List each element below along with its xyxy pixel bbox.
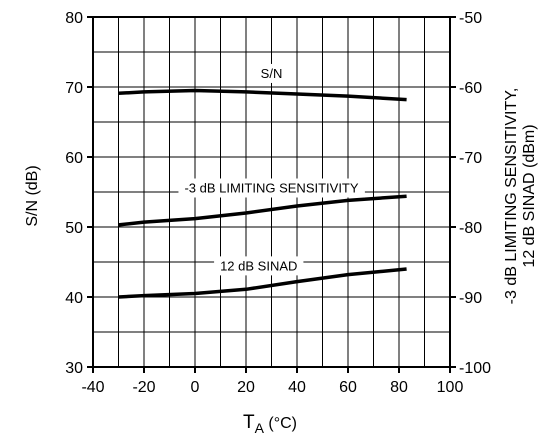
y-right-tick-label: -70: [459, 150, 482, 167]
y-left-tick-label: 80: [65, 10, 83, 27]
y-axis-label-left: S/N (dB): [24, 165, 41, 226]
x-tick-label: 20: [237, 379, 255, 396]
curve-label: 12 dB SINAD: [220, 258, 297, 273]
series-line: [118, 267, 407, 299]
y-axis-label-right-line1: -3 dB LIMITING SENSITIVITY,: [503, 88, 520, 305]
series-line: [118, 88, 407, 102]
y-right-tick-label: -90: [459, 290, 482, 307]
y-left-tick-label: 70: [65, 80, 83, 97]
curve-label-background: [178, 178, 365, 198]
x-tick-label: 60: [339, 379, 357, 396]
x-tick-label: 0: [191, 379, 200, 396]
y-left-tick-label: 30: [65, 360, 83, 377]
curve-label: S/N: [261, 66, 283, 81]
y-left-tick-label: 60: [65, 150, 83, 167]
y-axis-label-right-line2: 12 dB SINAD (dBm): [521, 124, 538, 267]
y-axis-label-right: -3 dB LIMITING SENSITIVITY, 12 dB SINAD …: [503, 88, 538, 305]
x-tick-label: 100: [437, 379, 464, 396]
x-axis-label: TA (°C): [243, 412, 297, 436]
series-line: [118, 194, 407, 227]
x-tick-label: 80: [390, 379, 408, 396]
curve-label: -3 dB LIMITING SENSITIVITY: [184, 181, 358, 196]
x-axis-label-main: T: [243, 412, 255, 433]
y-right-tick-label: -60: [459, 80, 482, 97]
x-axis-label-sub: A: [255, 420, 265, 436]
curve-label-background: [214, 256, 304, 276]
plot-frame: [92, 16, 451, 368]
curve-labels: S/N -3 dB LIMITING SENSITIVITY 12 dB SINAD: [178, 63, 365, 276]
y-left-tick-label: 40: [65, 290, 83, 307]
series-layer: [118, 88, 407, 299]
x-tick-label: -40: [81, 379, 104, 396]
curve-label-background: [254, 63, 289, 83]
x-tick-label: 40: [288, 379, 306, 396]
y-right-tick-label: -100: [459, 360, 491, 377]
x-axis-label-unit: (°C): [264, 415, 297, 432]
y-left-tick-label: 50: [65, 220, 83, 237]
y-right-tick-label: -80: [459, 220, 482, 237]
ticks: -40 -20 0 20 40 60 80 100 30 40 50 60 70 80 -100 -90 -80…: [65, 10, 491, 396]
y-right-tick-label: -50: [459, 10, 482, 27]
x-tick-label: -20: [132, 379, 155, 396]
